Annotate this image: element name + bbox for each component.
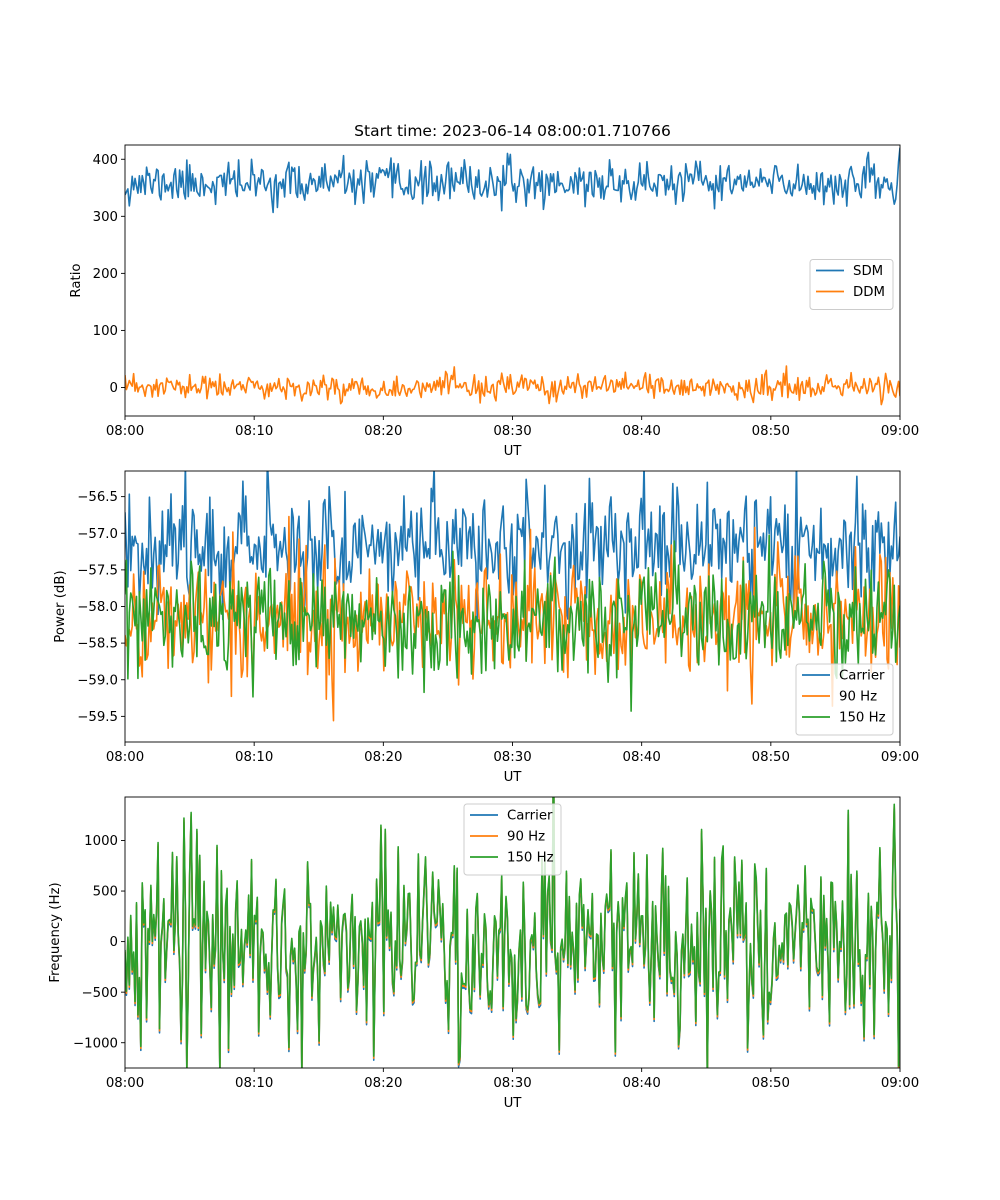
x-tick-label: 08:40 — [623, 750, 661, 765]
x-tick-label: 08:00 — [106, 750, 144, 765]
y-tick-label: 500 — [93, 885, 118, 900]
y-tick-label: −56.5 — [77, 490, 118, 505]
legend-label: DDM — [853, 285, 885, 300]
y-tick-label: −58.5 — [77, 637, 118, 652]
y-tick-label: −57.5 — [77, 563, 118, 578]
x-tick-label: 09:00 — [881, 424, 919, 439]
y-tick-label: −500 — [81, 986, 118, 1001]
y-tick-label: 200 — [93, 267, 118, 282]
chart-panel-1: 08:00 08:10 08:20 08:30 08:40 08:50 09:00 0 100 2… — [69, 144, 919, 459]
series-line-ddm — [125, 365, 900, 406]
x-tick-label: 08:10 — [235, 750, 273, 765]
x-axis-label: UT — [504, 770, 523, 785]
y-tick-label: 300 — [93, 210, 118, 225]
legend-label: 150 Hz — [507, 851, 554, 866]
legend-label: SDM — [853, 264, 883, 279]
figure-title: Start time: 2023-06-14 08:00:01.710766 — [354, 122, 671, 140]
y-tick-label: −1000 — [73, 1036, 118, 1051]
x-tick-label: 08:40 — [623, 1076, 661, 1091]
legend-label: 90 Hz — [507, 830, 545, 845]
x-tick-label: 08:10 — [235, 1076, 273, 1091]
y-tick-label: 0 — [110, 935, 118, 950]
x-tick-label: 09:00 — [881, 750, 919, 765]
legend: SDM DDM — [809, 259, 894, 310]
x-tick-label: 08:30 — [493, 750, 531, 765]
series-line-carrier — [125, 471, 900, 623]
y-tick-label: 400 — [93, 153, 118, 168]
x-tick-label: 08:00 — [106, 1076, 144, 1091]
x-tick-label: 08:20 — [364, 1076, 402, 1091]
legend-label: 90 Hz — [839, 690, 877, 705]
y-axis-label: Ratio — [69, 263, 84, 297]
y-tick-label: 0 — [110, 381, 118, 396]
legend-box — [809, 259, 894, 310]
x-tick-label: 09:00 — [881, 1076, 919, 1091]
x-tick-label: 08:30 — [493, 1076, 531, 1091]
series-line-150-hz — [125, 534, 900, 712]
series-line-150-hz — [125, 797, 900, 1068]
chart-panel-3: 08:00 08:10 08:20 08:30 08:40 08:50 09:00 1000 5… — [48, 796, 919, 1111]
x-tick-label: 08:20 — [364, 750, 402, 765]
legend-label: Carrier — [507, 809, 553, 824]
x-tick-label: 08:00 — [106, 424, 144, 439]
x-tick-label: 08:50 — [752, 1076, 790, 1091]
x-tick-label: 08:10 — [235, 424, 273, 439]
y-tick-label: −58.0 — [77, 600, 118, 615]
legend: Carrier 90 Hz 150 Hz — [795, 663, 894, 736]
y-axis-label: Frequency (Hz) — [48, 882, 63, 982]
chart-panel-2: 08:00 08:10 08:20 08:30 08:40 08:50 09:00 −56.5… — [53, 470, 919, 785]
y-tick-label: −59.0 — [77, 673, 118, 688]
y-tick-label: −57.0 — [77, 527, 118, 542]
x-tick-label: 08:40 — [623, 424, 661, 439]
y-tick-label: 1000 — [84, 834, 118, 849]
x-tick-label: 08:50 — [752, 424, 790, 439]
legend-label: 150 Hz — [839, 711, 886, 726]
y-tick-label: −59.5 — [77, 710, 118, 725]
x-axis-label: UT — [504, 1096, 523, 1111]
x-tick-label: 08:20 — [364, 424, 402, 439]
x-tick-label: 08:50 — [752, 750, 790, 765]
legend: Carrier 90 Hz 150 Hz — [463, 803, 562, 876]
x-tick-label: 08:30 — [493, 424, 531, 439]
series-line-sdm — [125, 147, 900, 214]
y-tick-label: 100 — [93, 324, 118, 339]
y-axis-label: Power (dB) — [53, 570, 68, 642]
legend-label: Carrier — [839, 669, 885, 684]
x-axis-label: UT — [504, 444, 523, 459]
